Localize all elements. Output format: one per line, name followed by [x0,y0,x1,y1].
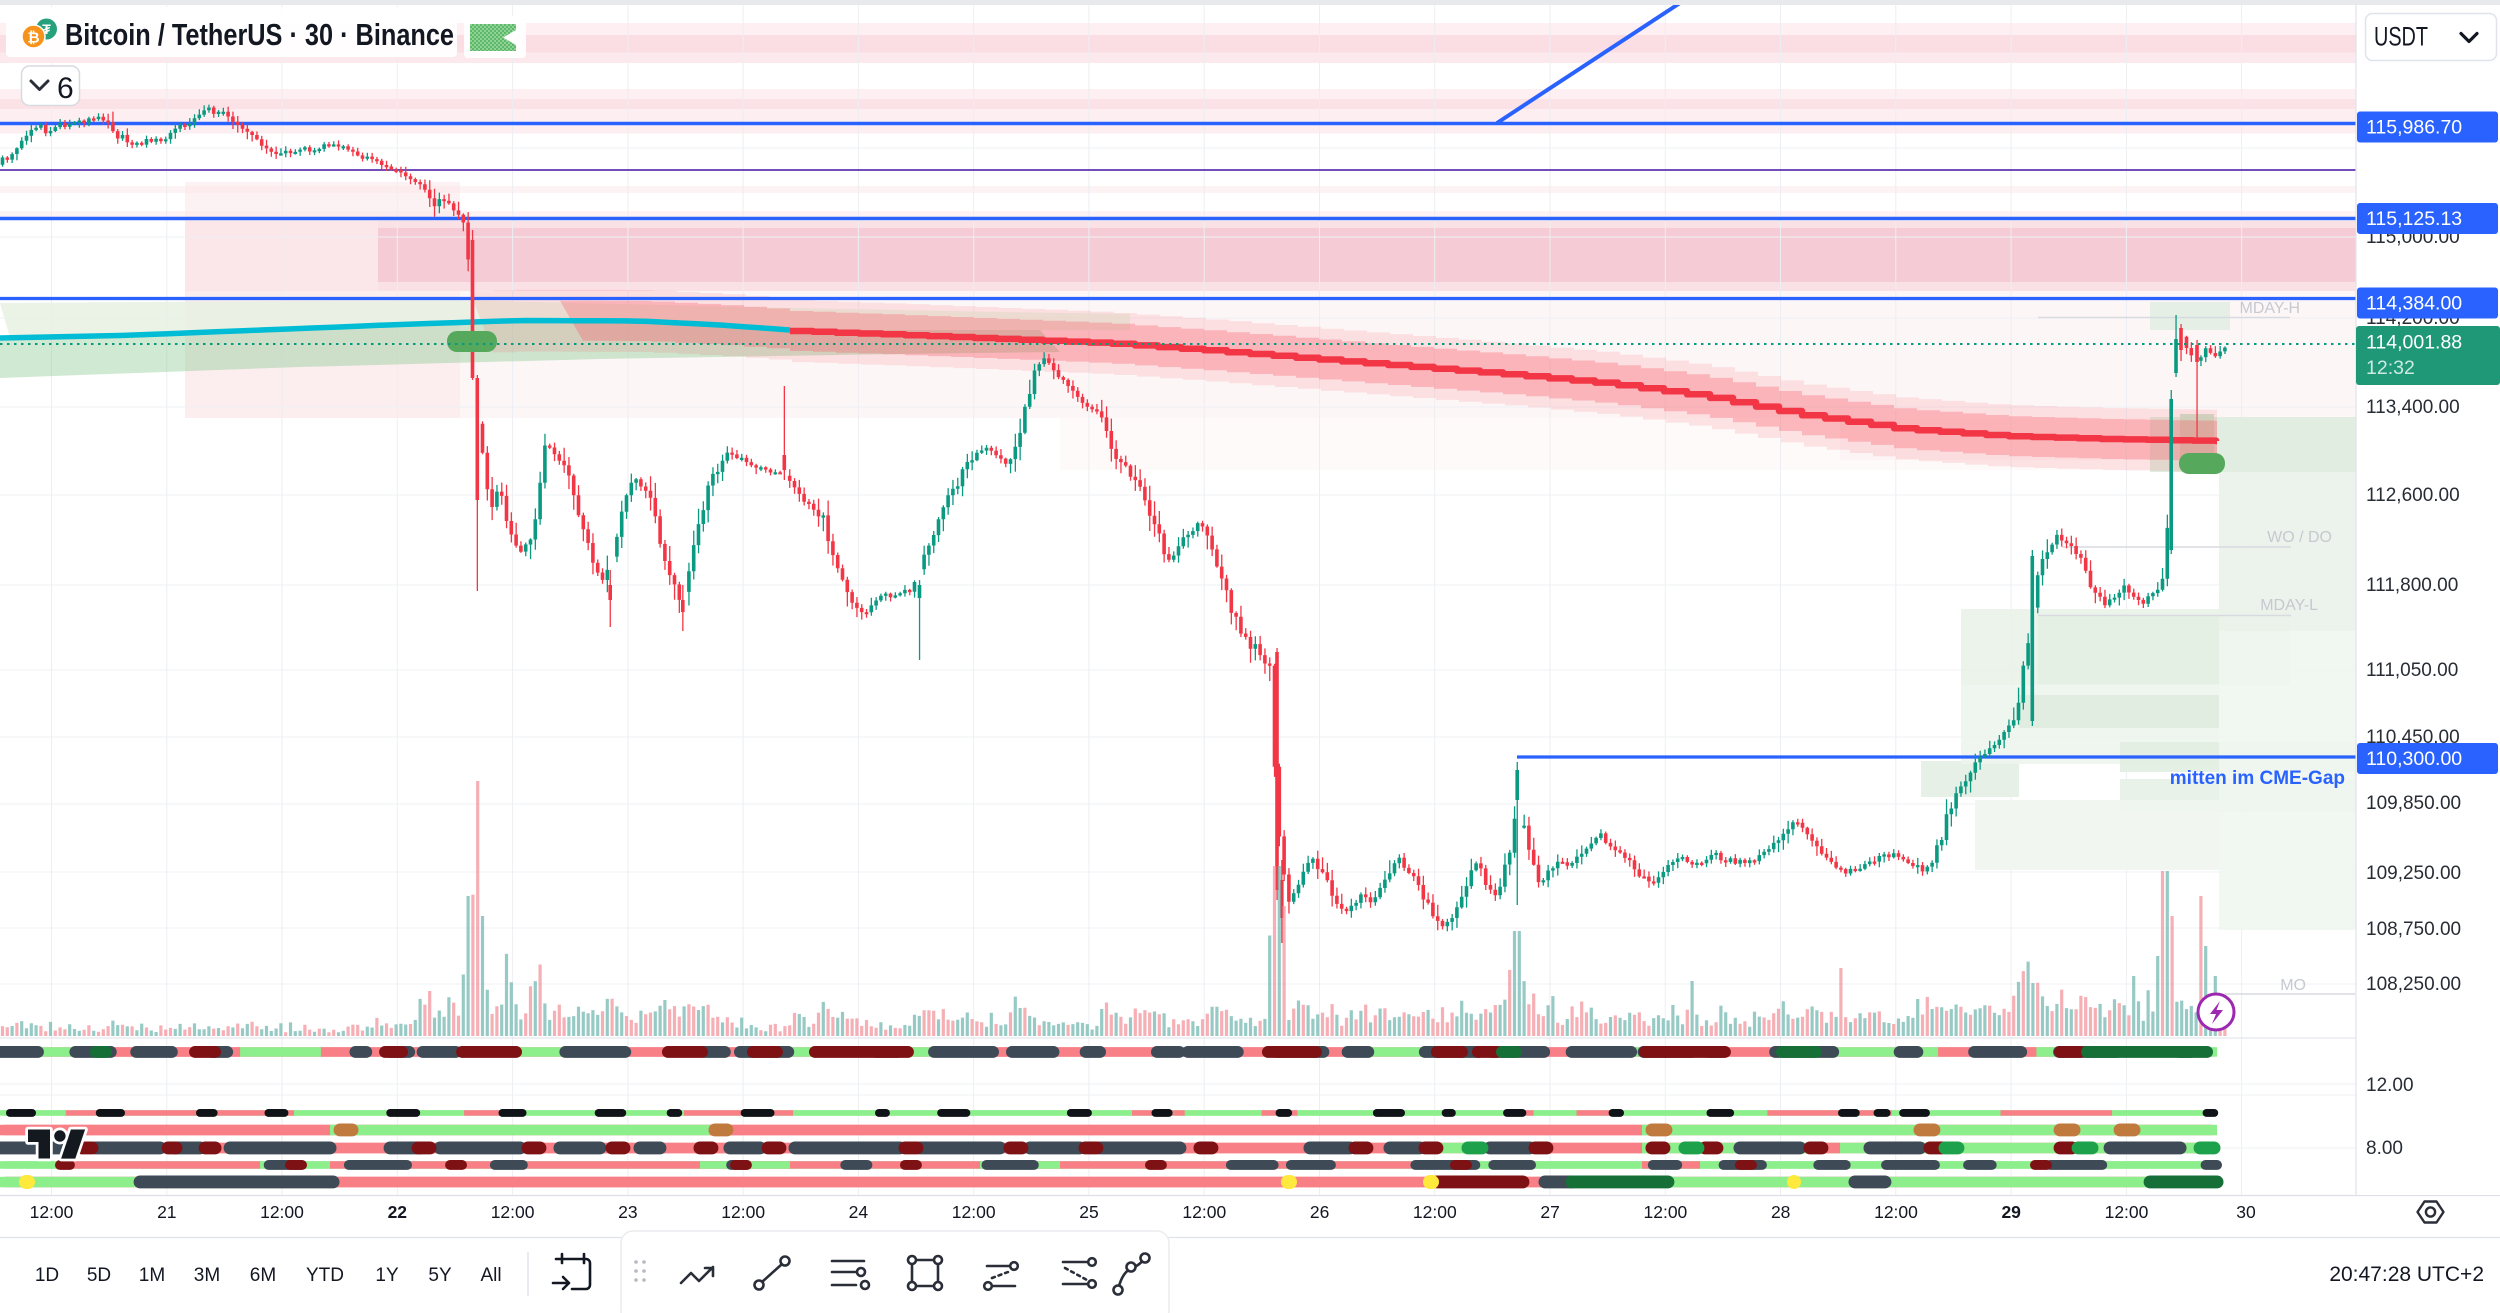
svg-text:111,050.00: 111,050.00 [2366,660,2458,681]
svg-text:12:00: 12:00 [1874,1202,1918,1222]
svg-text:111,800.00: 111,800.00 [2366,575,2458,596]
svg-text:108,750.00: 108,750.00 [2366,919,2461,940]
svg-text:Bitcoin / TetherUS · 30 · Bina: Bitcoin / TetherUS · 30 · Binance [65,17,454,52]
svg-text:110,300.00: 110,300.00 [2366,748,2462,770]
svg-text:27: 27 [1540,1202,1559,1222]
svg-text:115,125.13: 115,125.13 [2366,208,2462,230]
svg-text:USDT: USDT [2374,22,2428,52]
svg-text:115,986.70: 115,986.70 [2366,117,2462,139]
svg-text:20:47:28 UTC+2: 20:47:28 UTC+2 [2329,1263,2484,1286]
svg-text:109,850.00: 109,850.00 [2366,793,2461,814]
svg-text:MDAY-H: MDAY-H [2240,300,2300,317]
svg-text:6M: 6M [250,1265,276,1286]
svg-text:12:00: 12:00 [1413,1202,1457,1222]
svg-text:110,450.00: 110,450.00 [2366,727,2460,748]
svg-text:12:00: 12:00 [30,1202,74,1222]
svg-text:12:00: 12:00 [952,1202,996,1222]
svg-text:113,400.00: 113,400.00 [2366,397,2460,418]
svg-text:114,384.00: 114,384.00 [2366,293,2462,315]
svg-text:23: 23 [618,1202,637,1222]
svg-text:MO: MO [2280,977,2306,994]
svg-text:1D: 1D [35,1265,59,1286]
svg-text:108,250.00: 108,250.00 [2366,974,2461,995]
svg-text:12.00: 12.00 [2366,1075,2414,1096]
svg-text:1M: 1M [139,1265,165,1286]
svg-text:MDAY-L: MDAY-L [2260,597,2318,614]
svg-text:₿: ₿ [27,30,39,47]
svg-text:21: 21 [157,1202,176,1222]
svg-text:29: 29 [2001,1202,2021,1222]
svg-text:12:00: 12:00 [491,1202,535,1222]
svg-text:YTD: YTD [306,1265,344,1286]
svg-text:WO / DO: WO / DO [2267,529,2332,546]
svg-text:3M: 3M [194,1265,220,1286]
svg-text:12:00: 12:00 [2105,1202,2149,1222]
svg-text:All: All [480,1265,501,1286]
svg-text:8.00: 8.00 [2366,1138,2403,1159]
svg-text:109,250.00: 109,250.00 [2366,863,2461,884]
svg-text:12:00: 12:00 [721,1202,765,1222]
svg-text:22: 22 [388,1202,408,1222]
svg-text:12:00: 12:00 [1182,1202,1226,1222]
svg-text:30: 30 [2236,1202,2256,1222]
svg-text:1Y: 1Y [375,1265,399,1286]
svg-text:24: 24 [849,1202,869,1222]
svg-text:12:00: 12:00 [260,1202,304,1222]
svg-text:5Y: 5Y [428,1265,452,1286]
svg-text:25: 25 [1079,1202,1098,1222]
svg-text:mitten im CME-Gap: mitten im CME-Gap [2170,768,2345,789]
svg-text:114,001.88: 114,001.88 [2366,332,2462,354]
svg-text:12:32: 12:32 [2366,357,2415,379]
svg-text:5D: 5D [87,1265,111,1286]
svg-text:12:00: 12:00 [1644,1202,1688,1222]
svg-text:28: 28 [1771,1202,1790,1222]
svg-text:26: 26 [1310,1202,1329,1222]
svg-text:₮: ₮ [42,21,51,37]
svg-text:6: 6 [57,72,74,105]
svg-text:112,600.00: 112,600.00 [2366,485,2460,506]
